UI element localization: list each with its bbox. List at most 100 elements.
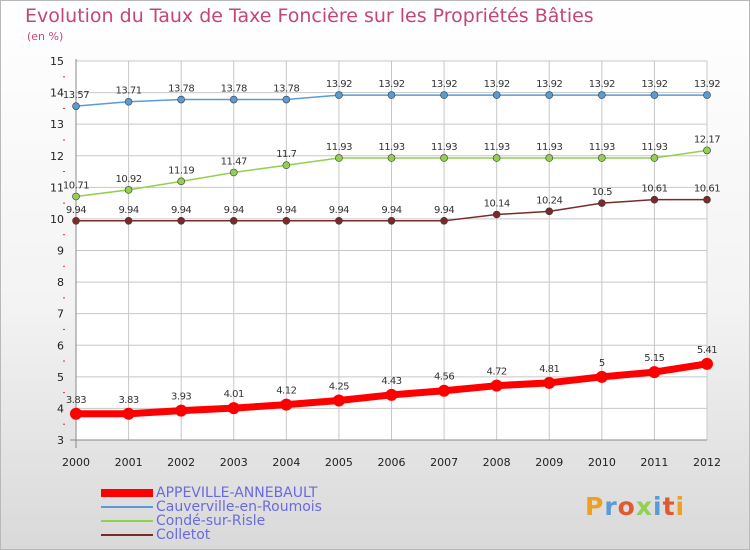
data-point-cauverville-en-roumois	[545, 91, 554, 99]
data-point-conde-sur-risle	[598, 154, 606, 162]
x-tick-label: 2009	[535, 456, 563, 469]
data-label-colletot: 9.94	[66, 205, 86, 216]
logo-letter: P	[585, 492, 605, 521]
data-label-appeville-annebault: 4.81	[539, 364, 559, 375]
data-label-colletot: 9.94	[381, 205, 401, 216]
data-label-appeville-annebault: 5.41	[697, 345, 717, 356]
data-label-appeville-annebault: 4.12	[276, 386, 296, 397]
data-label-cauverville-en-roumois: 13.78	[273, 84, 299, 95]
data-point-appeville-annebault	[227, 402, 240, 415]
y-axis-unit-label: (en %)	[27, 30, 64, 43]
y-tick-label: 8	[57, 276, 64, 289]
legend-swatch-cauverville-en-roumois	[101, 506, 153, 508]
y-tick-label: 5	[57, 371, 64, 384]
data-point-colletot	[72, 217, 80, 225]
data-point-colletot	[387, 217, 396, 225]
data-label-cauverville-en-roumois: 13.92	[326, 79, 352, 90]
data-label-conde-sur-risle: 11.93	[431, 142, 457, 153]
data-point-appeville-annebault	[438, 384, 451, 397]
data-label-colletot: 10.5	[592, 187, 612, 198]
data-label-cauverville-en-roumois: 13.92	[378, 79, 404, 90]
data-point-colletot	[335, 217, 343, 225]
x-tick-label: 2006	[378, 456, 406, 469]
data-point-colletot	[124, 217, 133, 225]
y-tick-label: 9	[57, 245, 64, 258]
data-label-cauverville-en-roumois: 13.92	[694, 79, 720, 90]
data-label-conde-sur-risle: 10.92	[116, 174, 142, 185]
data-label-colletot: 10.61	[641, 184, 667, 195]
data-point-cauverville-en-roumois	[229, 95, 238, 104]
data-label-cauverville-en-roumois: 13.92	[484, 79, 510, 90]
y-tick-label: 3	[57, 434, 64, 447]
data-point-conde-sur-risle	[703, 146, 711, 155]
data-point-appeville-annebault	[648, 366, 661, 379]
legend-swatch-appeville-annebault	[101, 489, 153, 497]
data-label-conde-sur-risle: 11.19	[168, 165, 194, 176]
data-label-colletot: 9.94	[276, 205, 296, 216]
data-label-conde-sur-risle: 11.47	[221, 156, 247, 167]
data-label-colletot: 10.14	[484, 198, 510, 209]
data-label-conde-sur-risle: 12.17	[694, 134, 720, 145]
data-point-conde-sur-risle	[440, 154, 448, 162]
y-tick-label: 15	[50, 55, 64, 68]
legend-label-cauverville-en-roumois: Cauverville-en-Roumois	[156, 499, 322, 515]
data-label-cauverville-en-roumois: 13.92	[536, 79, 562, 90]
y-tick-label: 10	[50, 213, 64, 226]
y-tick-label: 14	[50, 87, 64, 100]
data-point-appeville-annebault	[595, 370, 608, 383]
data-label-cauverville-en-roumois: 13.78	[168, 84, 194, 95]
data-point-colletot	[282, 217, 291, 225]
data-point-cauverville-en-roumois	[124, 97, 133, 106]
data-point-appeville-annebault	[543, 376, 556, 389]
data-point-cauverville-en-roumois	[387, 91, 396, 99]
data-label-appeville-annebault: 3.83	[118, 395, 138, 406]
data-label-colletot: 9.94	[329, 205, 349, 216]
data-point-conde-sur-risle	[492, 154, 501, 162]
data-point-cauverville-en-roumois	[650, 91, 659, 99]
logo-letter: i	[675, 492, 686, 521]
x-tick-label: 2008	[483, 456, 511, 469]
x-tick-label: 2000	[62, 456, 90, 469]
data-point-cauverville-en-roumois	[703, 91, 711, 99]
data-label-appeville-annebault: 4.72	[487, 367, 507, 378]
data-label-appeville-annebault: 5	[599, 358, 605, 369]
y-tick-label: 6	[57, 339, 64, 352]
data-label-appeville-annebault: 3.93	[171, 392, 191, 403]
data-point-cauverville-en-roumois	[177, 95, 185, 104]
data-label-appeville-annebault: 4.25	[329, 382, 349, 393]
logo-letter: x	[635, 492, 653, 521]
data-point-cauverville-en-roumois	[598, 91, 606, 99]
data-label-colletot: 9.94	[224, 205, 244, 216]
data-label-appeville-annebault: 4.56	[434, 372, 454, 383]
data-point-appeville-annebault	[385, 388, 398, 401]
data-point-appeville-annebault	[70, 407, 82, 420]
legend-swatch-colletot	[101, 534, 153, 536]
data-label-cauverville-en-roumois: 13.71	[116, 86, 142, 97]
data-label-colletot: 10.61	[694, 184, 720, 195]
data-point-appeville-annebault	[280, 398, 293, 411]
data-point-colletot	[229, 217, 238, 225]
data-label-cauverville-en-roumois: 13.92	[431, 79, 457, 90]
data-point-cauverville-en-roumois	[492, 91, 501, 99]
proxiti-logo: Proxiti	[585, 492, 685, 521]
data-label-appeville-annebault: 4.01	[224, 389, 244, 400]
data-point-cauverville-en-roumois	[335, 91, 343, 99]
data-label-conde-sur-risle: 11.93	[378, 142, 404, 153]
data-label-conde-sur-risle: 11.93	[589, 142, 615, 153]
data-label-cauverville-en-roumois: 13.78	[221, 84, 247, 95]
data-label-conde-sur-risle: 10.71	[63, 180, 89, 191]
x-tick-label: 2005	[325, 456, 353, 469]
data-label-conde-sur-risle: 11.93	[536, 142, 562, 153]
data-point-appeville-annebault	[490, 379, 503, 392]
data-label-cauverville-en-roumois: 13.92	[589, 79, 615, 90]
data-point-colletot	[177, 217, 185, 225]
logo-letter: r	[604, 492, 618, 521]
data-point-cauverville-en-roumois	[282, 95, 291, 104]
data-point-colletot	[650, 195, 659, 204]
x-tick-label: 2007	[430, 456, 458, 469]
y-tick-label: 12	[50, 150, 64, 163]
data-point-conde-sur-risle	[545, 154, 554, 162]
legend-label-conde-sur-risle: Condé-sur-Risle	[156, 513, 266, 529]
data-point-conde-sur-risle	[282, 161, 291, 170]
